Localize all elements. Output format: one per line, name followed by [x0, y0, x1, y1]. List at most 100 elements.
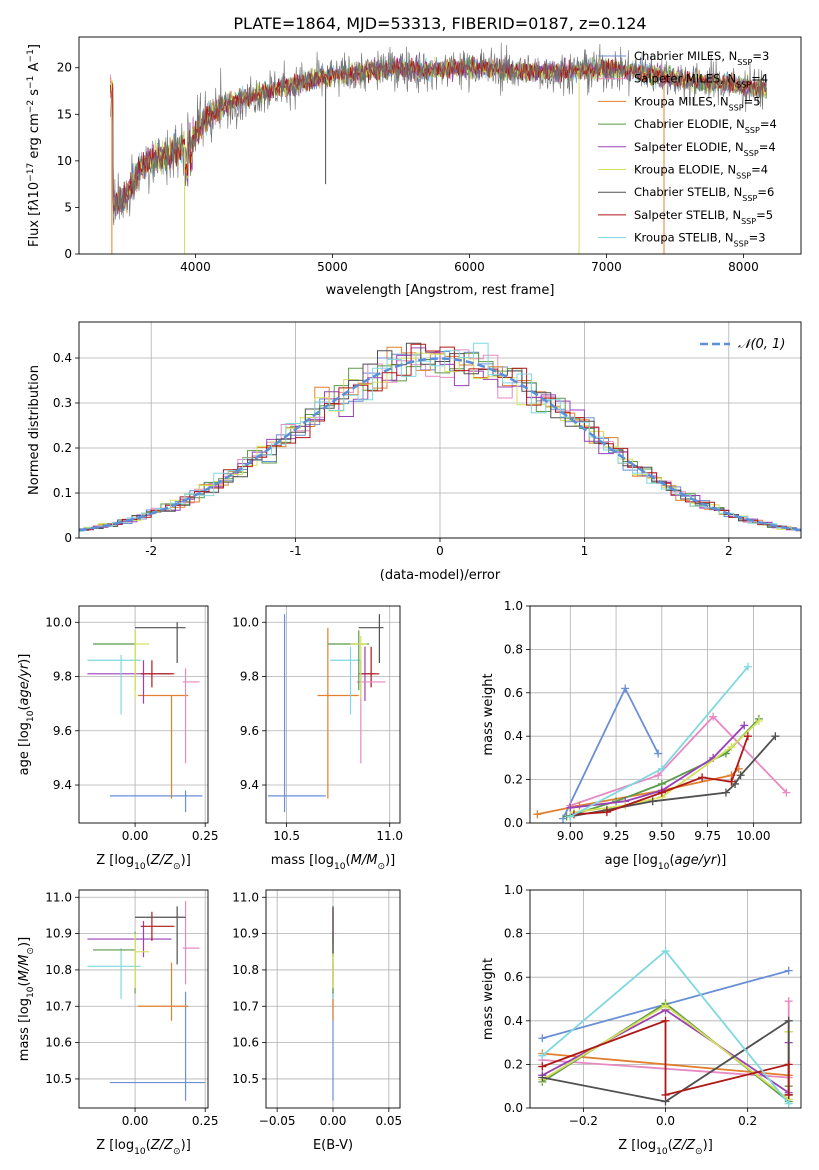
y-tick-label: 9.4 — [53, 778, 72, 792]
axes-frame — [78, 36, 802, 255]
mass-weight-vs-age-panel: 9.00 9.25 9.50 9.75 10.00 0.0 0.2 0.4 0.6 0.8 1.0 a… — [481, 599, 802, 872]
y-tick-label: 1.0 — [504, 599, 523, 613]
y-tick-label: 9.4 — [240, 778, 259, 792]
x-tick-label: 11.0 — [376, 829, 403, 843]
legend-entry: Chabrier ELODIE, NSSP=4 — [634, 117, 777, 135]
residuals-panel: -2 -1 0 1 2 0 0.1 0.2 0.3 0.4 (data-model)/error No… — [27, 321, 802, 583]
y-tick-label: 0 — [64, 247, 72, 261]
x-axis-label: wavelength [Angstrom, rest frame] — [326, 283, 555, 298]
x-axis-label: mass [log10(M/M⊙)] — [271, 853, 395, 872]
figure-title: PLATE=1864, MJD=53313, FIBERID=0187, z=0… — [233, 14, 646, 33]
y-tick-label: 0.8 — [504, 927, 523, 941]
weight-marker — [654, 749, 663, 758]
x-tick-label: 9.50 — [648, 829, 675, 843]
weight-marker — [621, 684, 630, 693]
y-tick-label: 0.6 — [504, 970, 523, 984]
weight-marker — [566, 812, 575, 821]
y-tick-label: 10.9 — [45, 927, 72, 941]
x-axis-label: age [log10(age/yr)] — [605, 853, 727, 872]
y-tick-label: 20 — [57, 61, 72, 75]
spectrum-panel: 4000 5000 6000 7000 8000 0 5 10 15 20 wavelength [… — [26, 36, 802, 298]
weight-series — [570, 724, 745, 809]
axes-frame — [529, 605, 802, 824]
y-tick-label: 11.0 — [45, 890, 72, 904]
legend-entry: Salpeter STELIB, NSSP=5 — [634, 208, 773, 226]
x-tick-label: 5000 — [317, 260, 348, 274]
weight-marker — [661, 1090, 670, 1099]
errorbars — [87, 900, 206, 1101]
y-tick-label: 0.6 — [504, 686, 523, 700]
y-tick-label: 9.6 — [53, 724, 72, 738]
x-tick-label: 10.5 — [273, 829, 300, 843]
errorbars — [87, 622, 203, 813]
weight-marker — [740, 721, 749, 730]
x-axis-label: Z [log10(Z/Z⊙)] — [96, 853, 191, 872]
weight-marker — [754, 717, 763, 726]
legend-entry: Kroupa MILES, NSSP=5 — [634, 94, 761, 112]
x-tick-label: 0.00 — [122, 1114, 149, 1128]
errorbars — [268, 614, 386, 813]
y-axis-label: mass weight — [481, 958, 496, 1040]
weight-marker — [654, 771, 663, 780]
weight-marker — [784, 1090, 793, 1099]
y-tick-label: 10.7 — [232, 999, 259, 1013]
weight-marker — [648, 797, 657, 806]
weight-marker — [782, 788, 791, 797]
y-tick-label: 0.2 — [53, 441, 72, 455]
y-axis-label: mass [log10(M/M⊙)] — [17, 937, 36, 1061]
x-tick-label: −0.2 — [569, 1114, 598, 1128]
y-tick-label: 0 — [64, 531, 72, 545]
x-axis-label: Z [log10(Z/Z⊙)] — [618, 1138, 713, 1157]
weight-marker — [784, 966, 793, 975]
spectrum-series — [110, 55, 767, 215]
y-axis-label: Normed distribution — [27, 365, 42, 495]
x-tick-label: 0.25 — [192, 829, 219, 843]
weight-marker — [727, 743, 736, 752]
weight-series — [542, 1019, 790, 1103]
x-tick-label: 0.2 — [738, 1114, 757, 1128]
x-tick-label: 6000 — [454, 260, 485, 274]
weight-marker — [661, 1001, 670, 1010]
y-tick-label: 0.4 — [53, 351, 72, 365]
y-tick-label: 10.6 — [45, 1036, 72, 1050]
weight-marker — [721, 788, 730, 797]
weight-marker — [538, 1051, 547, 1060]
x-tick-label: -2 — [145, 544, 157, 558]
spectrum-series — [110, 42, 767, 226]
x-tick-label: 9.75 — [694, 829, 721, 843]
weight-marker — [657, 764, 666, 773]
axes-frame — [265, 605, 401, 824]
y-axis-label: mass weight — [481, 673, 496, 755]
weight-marker — [736, 771, 745, 780]
x-tick-label: −0.05 — [259, 1114, 296, 1128]
x-tick-label: 9.25 — [603, 829, 630, 843]
y-tick-label: 10.7 — [45, 999, 72, 1013]
axes-frame — [78, 605, 209, 824]
y-axis-label: Flux [fλ10−17 erg cm−2 s−1 A−1] — [26, 44, 42, 247]
y-tick-label: 0.0 — [504, 816, 523, 830]
y-tick-label: 10.5 — [232, 1072, 259, 1086]
y-tick-label: 0.0 — [504, 1101, 523, 1115]
weight-marker — [602, 808, 611, 817]
weight-lines — [538, 947, 793, 1108]
legend-entry: Kroupa STELIB, NSSP=3 — [634, 231, 766, 249]
legend-entry: Salpeter ELODIE, NSSP=4 — [634, 140, 776, 158]
x-tick-label: 0.05 — [375, 1114, 402, 1128]
weight-lines — [533, 662, 791, 823]
y-tick-label: 0.8 — [504, 642, 523, 656]
weight-marker — [698, 773, 707, 782]
y-tick-label: 1.0 — [504, 883, 523, 897]
y-tick-label: 10.8 — [45, 963, 72, 977]
age-vs-Z-panel: 0.00 0.25 9.4 9.6 9.8 10.0 Z [log10(Z/Z⊙)] age … — [17, 605, 219, 872]
mass-vs-Z-panel: 0.00 0.25 10.5 10.6 10.7 10.8 10.9 11.0 Z [log10… — [17, 889, 219, 1157]
age-vs-mass-panel: 10.5 11.0 9.4 9.6 9.8 10.0 mass [log10(M/M⊙)] — [232, 605, 403, 872]
x-axis-label: E(B-V) — [313, 1138, 353, 1153]
weight-marker — [743, 732, 752, 741]
y-tick-label: 15 — [57, 107, 72, 121]
y-tick-label: 0.4 — [504, 729, 523, 743]
spectrum-lines — [110, 42, 767, 254]
weight-marker — [538, 1073, 547, 1082]
axes-frame — [529, 889, 802, 1109]
weight-marker — [661, 947, 670, 956]
y-tick-label: 0.2 — [504, 773, 523, 787]
